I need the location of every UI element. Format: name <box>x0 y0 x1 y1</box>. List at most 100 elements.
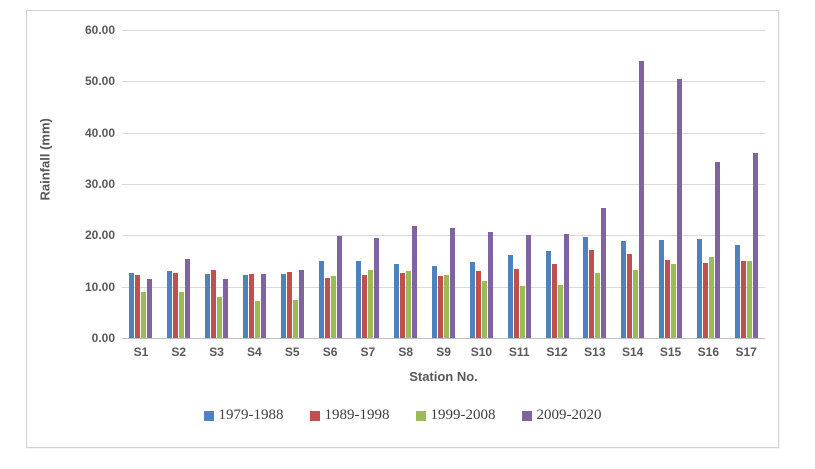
bar-group-s17 <box>727 30 765 338</box>
bar-s16-1989-1998 <box>702 263 708 338</box>
bar-s4-1999-2008 <box>254 300 260 338</box>
legend-item-1999-2008: 1999-2008 <box>415 407 496 424</box>
bar-s10-1989-1998 <box>475 271 481 338</box>
chart-frame: Rainfall (mm) 60.00 50.00 40.00 30.00 20.00 1… <box>26 10 779 448</box>
bar-s5-1979-1988 <box>280 274 286 338</box>
bar-group-s12 <box>538 30 576 338</box>
bar-s16-2009-2020 <box>714 162 720 338</box>
bar-group-s11 <box>500 30 538 338</box>
bar-group-s4 <box>235 30 273 338</box>
gridline <box>122 30 765 31</box>
y-tick-label: 40.00 <box>84 125 115 140</box>
bar-s1-1999-2008 <box>141 292 147 338</box>
x-tick-label-s1: S1 <box>133 345 149 359</box>
bar-s9-1979-1988 <box>432 266 438 338</box>
bar-s6-1989-1998 <box>324 277 330 338</box>
bar-s13-1989-1998 <box>589 249 595 338</box>
bar-s8-1989-1998 <box>400 273 406 338</box>
bar-s15-1979-1988 <box>659 240 664 338</box>
bar-s5-1989-1998 <box>286 272 292 338</box>
bar-s11-1989-1998 <box>513 269 519 338</box>
bar-s4-1989-1998 <box>248 274 254 338</box>
x-tick-label-s12: S12 <box>546 345 568 359</box>
bar-s17-2009-2020 <box>752 153 758 338</box>
bar-s14-2009-2020 <box>639 61 645 338</box>
bar-s9-2009-2020 <box>450 227 456 338</box>
x-tick-label-s9: S9 <box>436 345 451 359</box>
x-axis-title: Station No. <box>409 369 478 384</box>
bar-s2-1999-2008 <box>179 291 185 338</box>
legend-label: 1989-1998 <box>324 407 390 423</box>
bar-s13-1979-1988 <box>583 237 589 338</box>
gridline <box>122 235 765 237</box>
bar-s6-1999-2008 <box>330 276 336 338</box>
x-axis-tick-labels: S1 S2 S3 S4 S5 S6 S7 S8 S9 S10 S11 S12 S13 S14 S15 S16 S… <box>122 346 765 358</box>
gridline <box>122 132 765 134</box>
x-tick-label-s2: S2 <box>171 345 187 359</box>
bar-s5-2009-2020 <box>298 269 304 338</box>
x-tick-label-s7: S7 <box>360 345 376 359</box>
y-tick-label: 0.00 <box>91 331 115 345</box>
x-tick-label-s3: S3 <box>209 345 224 359</box>
bar-s3-1979-1988 <box>205 273 211 338</box>
y-tick-label: 50.00 <box>84 74 115 89</box>
gridline <box>122 286 765 288</box>
bar-group-s5 <box>273 30 311 338</box>
y-tick-label: 20.00 <box>84 228 115 243</box>
bar-s1-2009-2020 <box>147 278 153 338</box>
bar-groups <box>122 30 765 338</box>
y-tick-label: 30.00 <box>84 177 115 191</box>
bar-s4-2009-2020 <box>260 274 266 338</box>
bar-s4-1979-1988 <box>242 275 248 338</box>
bar-s16-1979-1988 <box>696 238 702 338</box>
bar-s9-1999-2008 <box>444 275 450 338</box>
bar-s17-1979-1988 <box>734 245 740 338</box>
bar-s14-1999-2008 <box>633 270 639 338</box>
x-tick-label-s13: S13 <box>584 345 606 359</box>
plot-area: 60.00 50.00 40.00 30.00 20.00 10.00 0.00 <box>85 24 765 344</box>
x-axis-baseline <box>122 338 765 339</box>
x-tick-label-s4: S4 <box>247 345 262 359</box>
bar-s12-2009-2020 <box>563 234 569 338</box>
bar-s12-1989-1998 <box>551 263 557 338</box>
y-tick-label: 60.00 <box>84 23 115 37</box>
bar-group-s6 <box>311 30 349 338</box>
bar-s9-1989-1998 <box>438 276 444 338</box>
x-tick-label-s8: S8 <box>398 345 414 359</box>
gridline <box>122 81 765 83</box>
bar-s3-1999-2008 <box>217 297 223 338</box>
bar-s12-1999-2008 <box>557 285 563 338</box>
bar-s13-1999-2008 <box>595 272 601 338</box>
legend-swatch-icon <box>521 410 532 421</box>
bar-s13-2009-2020 <box>601 207 607 338</box>
bar-group-s7 <box>349 30 387 338</box>
x-tick-label-s11: S11 <box>508 345 530 359</box>
bar-s10-1979-1988 <box>469 262 475 338</box>
legend-swatch-icon <box>309 410 320 421</box>
y-tick-label: 10.00 <box>84 279 115 294</box>
bar-s2-2009-2020 <box>185 259 191 338</box>
legend-item-2009-2020: 2009-2020 <box>521 407 602 424</box>
bar-s7-1979-1988 <box>356 261 362 338</box>
bar-s2-1979-1988 <box>167 271 173 338</box>
bar-s8-1979-1988 <box>394 263 400 338</box>
x-tick-label-s17: S17 <box>735 345 757 359</box>
bar-group-s13 <box>576 30 614 338</box>
bar-s17-1989-1998 <box>740 261 746 338</box>
gridline <box>122 184 765 185</box>
bar-group-s3 <box>198 30 236 338</box>
legend-swatch-icon <box>203 410 214 421</box>
bar-s1-1979-1988 <box>129 272 135 338</box>
bar-s7-1999-2008 <box>368 269 374 338</box>
x-tick-label-s5: S5 <box>284 345 300 359</box>
legend-item-1989-1998: 1989-1998 <box>309 407 390 424</box>
legend: 1979-1988 1989-1998 1999-2008 2009-2020 <box>27 407 778 424</box>
bar-s16-1999-2008 <box>708 256 714 338</box>
legend-label: 2009-2020 <box>536 407 602 423</box>
bar-s12-1979-1988 <box>545 250 551 338</box>
x-tick-label-s10: S10 <box>470 345 493 359</box>
bar-s2-1989-1998 <box>173 272 179 338</box>
bar-s7-1989-1998 <box>362 275 368 338</box>
bar-group-s9 <box>425 30 463 338</box>
bar-group-s14 <box>614 30 652 338</box>
